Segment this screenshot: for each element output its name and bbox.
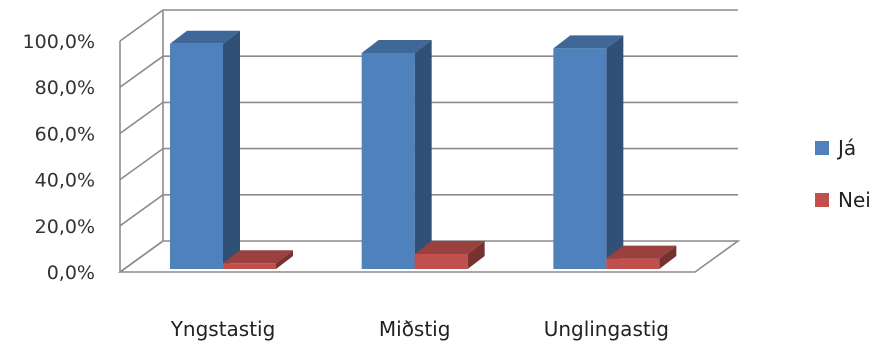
legend-label: Nei bbox=[838, 188, 871, 212]
y-tick-label: 0,0% bbox=[47, 262, 95, 284]
bar-ja-0 bbox=[170, 31, 240, 269]
y-axis-ticks: 0,0% 20,0% 40,0% 60,0% 80,0% 100,0% bbox=[23, 31, 95, 284]
side-gridline bbox=[120, 10, 163, 41]
bar-ja-2 bbox=[553, 35, 623, 269]
category-label: Miðstig bbox=[379, 317, 451, 341]
side-gridline bbox=[120, 195, 163, 226]
side-gridline bbox=[120, 102, 163, 133]
y-tick-label: 100,0% bbox=[23, 31, 95, 53]
category-label: Yngstastig bbox=[170, 317, 276, 341]
side-gridline bbox=[120, 149, 163, 180]
category-label: Unglingastig bbox=[544, 317, 669, 341]
bar-ja-1 bbox=[362, 40, 432, 269]
legend-label: Já bbox=[836, 136, 856, 160]
legend-swatch bbox=[815, 193, 829, 207]
side-gridline bbox=[120, 56, 163, 87]
legend-swatch bbox=[815, 141, 829, 155]
x-axis-categories: Yngstastig Miðstig Unglingastig bbox=[170, 317, 669, 341]
y-tick-label: 40,0% bbox=[35, 170, 95, 192]
legend: Já Nei bbox=[815, 136, 871, 212]
y-tick-label: 60,0% bbox=[35, 123, 95, 145]
y-tick-label: 20,0% bbox=[35, 216, 95, 238]
y-tick-label: 80,0% bbox=[35, 77, 95, 99]
bars bbox=[170, 31, 676, 269]
